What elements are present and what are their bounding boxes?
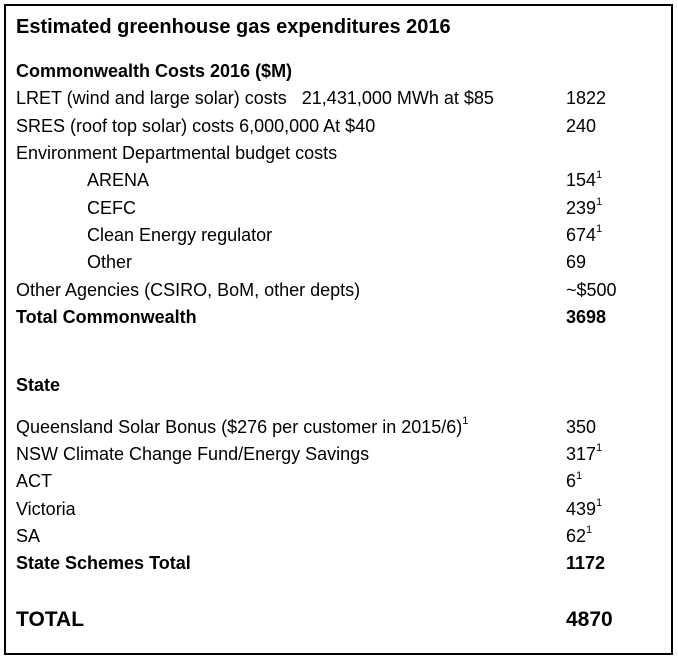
row-value-text: 239 [566, 197, 597, 218]
footnote-marker: 1 [596, 496, 603, 509]
blank-line [16, 577, 663, 604]
table-row: Commonwealth Costs 2016 ($M) [16, 58, 663, 85]
row-label-text: Queensland Solar Bonus ($276 per custome… [16, 416, 463, 437]
table-row: SRES (roof top solar) costs 6,000,000 At… [16, 113, 663, 140]
row-value-text: 4870 [566, 608, 613, 632]
table-row: Clean Energy regulator 6741 [16, 222, 663, 249]
row-value-text: 674 [566, 224, 597, 245]
row-value-text: 62 [566, 525, 587, 546]
table-row: Other Agencies (CSIRO, BoM, other depts)… [16, 276, 663, 303]
table-row: NSW Climate Change Fund/Energy Savings 31… [16, 441, 663, 468]
row-value-text: 69 [566, 252, 587, 273]
row-value: 61 [566, 469, 663, 492]
row-label: Other Agencies (CSIRO, BoM, other depts) [16, 279, 361, 300]
table-row: ARENA 1541 [16, 167, 663, 194]
table-title: Estimated greenhouse gas expenditures 20… [16, 15, 451, 38]
row-label: Total Commonwealth [16, 306, 197, 327]
row-value: 2391 [566, 195, 663, 219]
row-value: 69 [566, 252, 663, 273]
row-value-text: 240 [566, 115, 597, 136]
footnote-marker: 1 [576, 469, 583, 482]
row-value: 1822 [566, 88, 663, 109]
row-label: ARENA [87, 170, 150, 191]
row-value-text: 317 [566, 444, 597, 464]
table-row: TOTAL 4870 [16, 605, 663, 636]
table-body: Commonwealth Costs 2016 ($M) LRET (wind a… [16, 58, 663, 636]
row-value-text: 3698 [566, 306, 607, 327]
blank-line [16, 331, 663, 358]
table-row: ACT 61 [16, 468, 663, 495]
table-row: State [16, 372, 663, 399]
table-row: Victoria 4391 [16, 495, 663, 522]
table-row: Other 69 [16, 249, 663, 276]
row-value-text: 350 [566, 416, 597, 437]
row-label: State Schemes Total [16, 553, 191, 574]
table-row: Queensland Solar Bonus ($276 per custome… [16, 414, 663, 441]
row-label: ACT [16, 471, 52, 492]
row-value: 240 [566, 116, 663, 137]
row-label: Queensland Solar Bonus ($276 per custome… [16, 415, 566, 438]
row-value-text: 1172 [566, 553, 606, 574]
table-row: LRET (wind and large solar) costs 21,431… [16, 85, 663, 112]
row-label: Commonwealth Costs 2016 ($M) [16, 61, 293, 82]
footnote-marker: 1 [596, 168, 603, 181]
footnote-marker: 1 [462, 415, 469, 428]
row-value: ~$500 [566, 280, 663, 301]
row-label: SA [16, 525, 41, 546]
row-label: Clean Energy regulator [87, 224, 273, 245]
row-value: 3171 [566, 442, 663, 465]
table-row: CEFC 2391 [16, 194, 663, 221]
table-row: Total Commonwealth 3698 [16, 304, 663, 331]
row-value: 1541 [566, 168, 663, 191]
row-value-text: 439 [566, 498, 597, 519]
row-label: State [16, 375, 61, 396]
table-row: Environment Departmental budget costs [16, 140, 663, 167]
row-label: CEFC [87, 197, 136, 218]
row-value: 621 [566, 524, 663, 547]
row-value: 6741 [566, 223, 663, 246]
blank-line [16, 358, 663, 372]
row-value-text: 1822 [566, 88, 607, 109]
row-value: 3698 [566, 307, 663, 328]
row-value: 350 [566, 417, 663, 438]
row-value: 4870 [566, 608, 663, 632]
row-value: 4391 [566, 496, 663, 520]
row-label: Victoria [16, 498, 76, 519]
row-value-text: 154 [566, 170, 597, 191]
expenditure-table-frame: Estimated greenhouse gas expenditures 20… [4, 4, 673, 655]
footnote-marker: 1 [596, 223, 603, 236]
table-row: State Schemes Total 1172 [16, 550, 663, 577]
row-value-text: ~$500 [566, 279, 617, 300]
row-label: SRES (roof top solar) costs 6,000,000 At… [16, 115, 376, 136]
blank-line [16, 400, 663, 414]
row-label: TOTAL [16, 608, 85, 632]
row-value-text: 6 [566, 471, 577, 492]
footnote-marker: 1 [596, 195, 603, 208]
row-label: LRET (wind and large solar) costs 21,431… [16, 88, 494, 109]
row-value: 1172 [566, 553, 663, 574]
row-label: Other [87, 252, 133, 273]
table-row: SA 621 [16, 523, 663, 550]
footnote-marker: 1 [596, 442, 603, 455]
row-label: Environment Departmental budget costs [16, 143, 338, 164]
footnote-marker: 1 [586, 524, 593, 537]
row-label: NSW Climate Change Fund/Energy Savings [16, 444, 370, 464]
